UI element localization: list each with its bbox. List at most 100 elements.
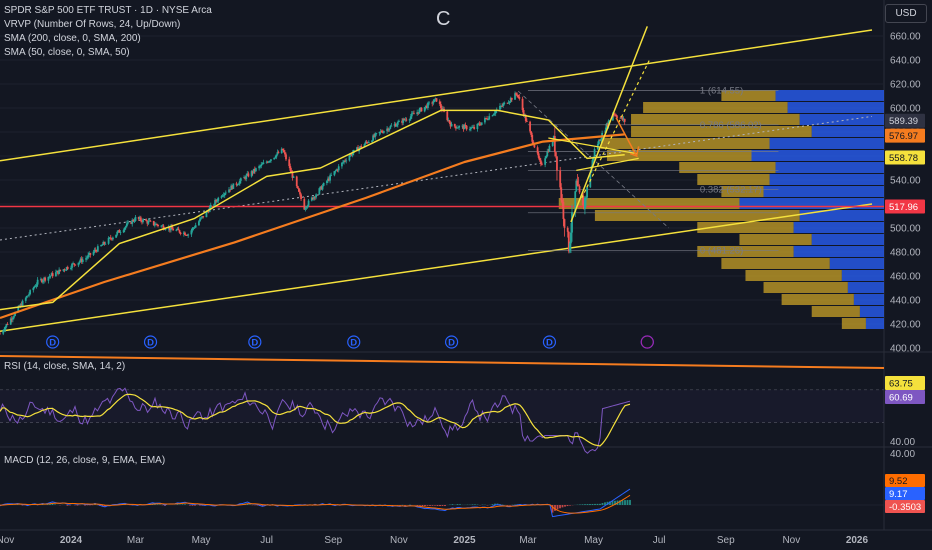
macd-histogram-bar xyxy=(104,505,106,507)
volume-profile-bar-down xyxy=(631,114,800,125)
sma50-line xyxy=(0,109,625,311)
macd-histogram-bar xyxy=(424,505,426,507)
candle-body xyxy=(419,107,422,110)
candle-body xyxy=(34,286,37,288)
candle-body xyxy=(295,176,298,187)
candle-body xyxy=(600,139,602,141)
candle-body xyxy=(186,235,188,236)
candle-body xyxy=(27,295,29,297)
candle-body xyxy=(313,196,315,200)
candle-body xyxy=(465,125,468,130)
candle-body xyxy=(529,121,531,132)
indicator-vrvp[interactable]: VRVP (Number Of Rows, 24, Up/Down) xyxy=(4,19,181,30)
candle-body xyxy=(24,297,27,301)
macd-histogram-bar xyxy=(156,504,159,505)
indicator-sma200[interactable]: SMA (200, close, 0, SMA, 200) xyxy=(4,33,141,44)
candle-body xyxy=(616,116,619,118)
macd-histogram-bar xyxy=(84,505,86,506)
candle-body xyxy=(605,123,608,131)
macd-histogram-bar xyxy=(54,504,56,505)
macd-histogram-bar xyxy=(494,503,496,505)
candle-body xyxy=(41,279,43,283)
price-axis-tag-text: 517.96 xyxy=(889,202,918,213)
candle-body xyxy=(118,230,121,233)
volume-profile-bar-down xyxy=(763,282,848,293)
candle-body xyxy=(123,227,126,231)
candle-body xyxy=(337,166,340,171)
volume-profile-bar-down xyxy=(841,318,866,329)
candle-body xyxy=(531,134,534,142)
candle-body xyxy=(137,217,140,219)
candle-body xyxy=(149,220,152,222)
candle-body xyxy=(525,120,528,122)
candle-body xyxy=(285,154,287,160)
volume-profile-bar-up xyxy=(787,102,884,113)
macd-axis-tag xyxy=(885,500,925,513)
candle-body xyxy=(231,185,234,189)
candle-body xyxy=(522,110,525,116)
candle-body xyxy=(28,294,30,296)
candle-body xyxy=(289,166,292,171)
volume-profile-bar-down xyxy=(606,150,752,161)
breakout-line xyxy=(570,26,648,223)
candle-body xyxy=(311,197,314,200)
candle-body xyxy=(85,258,87,260)
rsi-title[interactable]: RSI (14, close, SMA, 14, 2) xyxy=(4,361,126,372)
candle-body xyxy=(0,333,1,335)
volume-profile-bar-up xyxy=(793,222,884,233)
macd-histogram-bar xyxy=(491,504,494,505)
candle-body xyxy=(329,175,331,181)
indicator-sma50[interactable]: SMA (50, close, 0, SMA, 50) xyxy=(4,47,130,58)
candle-body xyxy=(44,277,47,281)
candle-body xyxy=(42,280,44,283)
dividend-marker-label: D xyxy=(546,338,553,349)
candle-body xyxy=(267,161,270,163)
candle-body xyxy=(163,229,166,230)
currency-button[interactable]: USD xyxy=(885,4,927,23)
rsi-ma-line xyxy=(0,393,631,447)
macd-histogram-bar xyxy=(609,501,611,505)
candle-body xyxy=(9,318,12,325)
macd-histogram-bar xyxy=(49,504,51,505)
candle-body xyxy=(387,128,390,131)
volume-profile-bar-down xyxy=(721,258,830,269)
candle-body xyxy=(538,157,541,161)
macd-axis-label: 40.00 xyxy=(890,449,915,460)
macd-histogram-bar xyxy=(181,504,184,505)
time-tick-label: Jul xyxy=(260,535,273,546)
candle-body xyxy=(575,180,578,192)
candle-body xyxy=(252,168,255,174)
candle-body xyxy=(593,149,596,157)
candle-body xyxy=(152,220,155,226)
dividend-marker-label: D xyxy=(448,338,455,349)
volume-profile-bar-up xyxy=(811,234,884,245)
macd-title[interactable]: MACD (12, 26, close, 9, EMA, EMA) xyxy=(4,455,166,466)
macd-histogram-bar xyxy=(599,503,601,505)
candle-body xyxy=(161,225,164,227)
candle-body xyxy=(142,219,144,223)
macd-histogram-bar xyxy=(154,504,156,505)
candle-body xyxy=(184,232,186,236)
candle-body xyxy=(35,284,38,287)
candle-body xyxy=(486,118,488,120)
candle-body xyxy=(290,170,293,173)
candle-body xyxy=(4,326,7,330)
candle-body xyxy=(379,131,382,132)
candle-body xyxy=(284,152,286,155)
candle-body xyxy=(448,120,451,123)
candle-body xyxy=(345,160,348,162)
candle-body xyxy=(396,122,399,125)
macd-histogram-bar xyxy=(591,503,594,505)
dividend-marker xyxy=(143,335,158,349)
candle-body xyxy=(116,231,119,235)
candle-body xyxy=(344,160,347,162)
candle-body xyxy=(420,107,423,112)
candle-body xyxy=(428,102,430,104)
candle-body xyxy=(213,204,215,206)
candle-body xyxy=(243,177,245,179)
candle-body xyxy=(611,113,614,121)
candle-body xyxy=(175,229,178,231)
candle-body xyxy=(450,124,453,127)
candle-body xyxy=(484,118,486,123)
